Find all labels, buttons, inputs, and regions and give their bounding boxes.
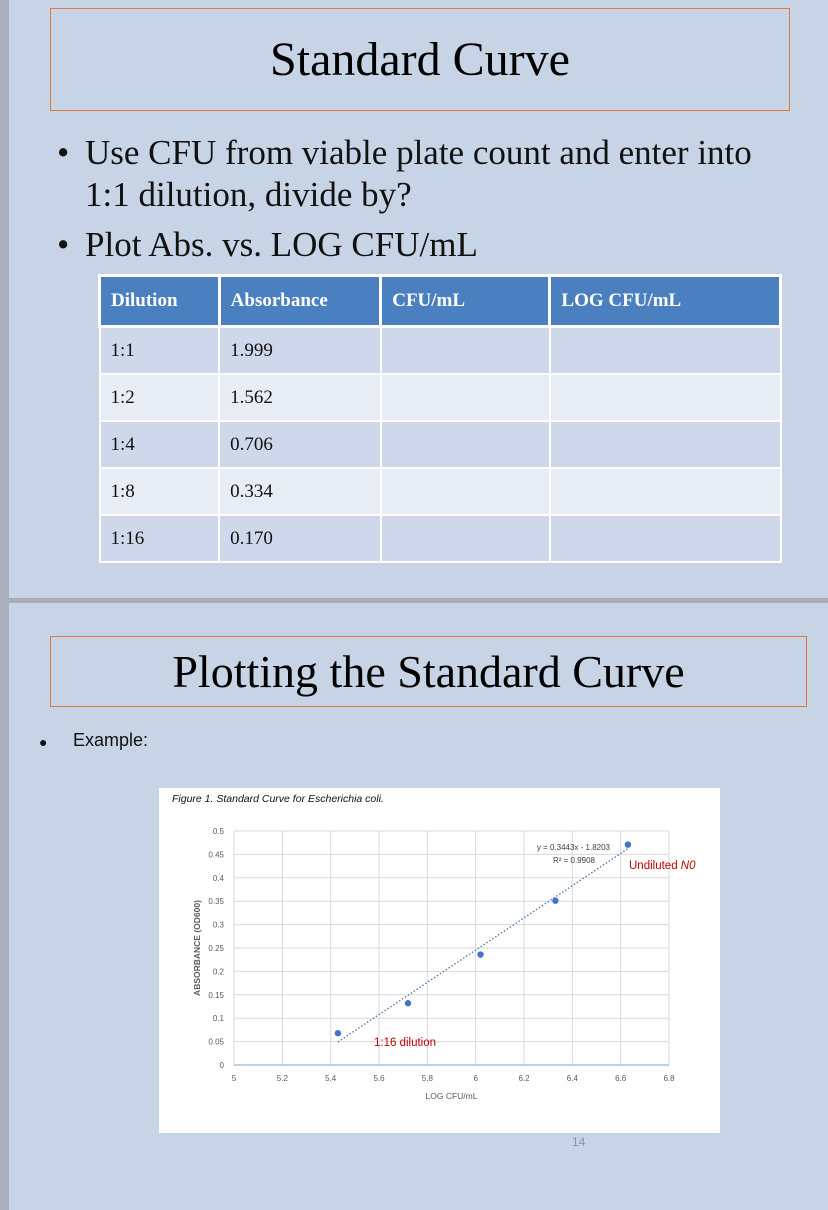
cell-absorbance: 0.706 [218, 420, 382, 469]
bullet-item: • Use CFU from viable plate count and en… [57, 132, 797, 216]
data-point [404, 1000, 412, 1007]
cell-cfu [379, 373, 551, 422]
bullet-icon: • [57, 225, 70, 264]
y-tick-label: 0.3 [213, 921, 225, 930]
bullet-text: Use CFU from viable plate count and ente… [85, 133, 752, 214]
table-row: 1:4 0.706 [98, 420, 782, 469]
undiluted-label-n0: N0 [681, 860, 696, 872]
cell-log-cfu [548, 325, 782, 375]
y-tick-label: 0.1 [213, 1014, 225, 1023]
table-row: 1:8 0.334 [98, 467, 782, 516]
x-tick-label: 5 [232, 1074, 237, 1083]
dilution-label: 1:16 dilution [374, 1037, 436, 1049]
bullet-item: • Plot Abs. vs. LOG CFU/mL [57, 224, 797, 266]
y-tick-label: 0.4 [213, 874, 225, 883]
y-tick-label: 0.45 [208, 850, 224, 859]
x-tick-label: 6.2 [518, 1074, 530, 1083]
x-tick-label: 6 [473, 1074, 478, 1083]
bullet-list: • Use CFU from viable plate count and en… [57, 132, 797, 274]
cell-dilution: 1:8 [98, 467, 221, 516]
cell-dilution: 1:4 [98, 420, 221, 469]
y-tick-label: 0.35 [208, 897, 224, 906]
cell-log-cfu [548, 467, 782, 516]
table-row: 1:2 1.562 [98, 373, 782, 422]
cell-cfu [379, 420, 551, 469]
standard-curve-figure: Figure 1. Standard Curve for Escherichia… [159, 788, 720, 1133]
cell-log-cfu [548, 373, 782, 422]
data-point [334, 1029, 342, 1037]
trendline-equation: y = 0.3443x - 1.8203 [537, 843, 611, 852]
x-tick-label: 6.6 [615, 1074, 627, 1083]
x-tick-label: 5.8 [422, 1074, 434, 1083]
header-cfu: CFU/mL [379, 274, 552, 328]
trendline-r-squared: R² = 0.9908 [553, 856, 596, 865]
cell-cfu [379, 514, 551, 563]
bullet-text: Example: [73, 730, 149, 750]
header-log-cfu: LOG CFU/mL [548, 274, 782, 328]
cell-log-cfu [548, 514, 782, 563]
slide-title: Plotting the Standard Curve [50, 636, 807, 707]
slide-title: Standard Curve [50, 8, 790, 111]
bullet-icon: ● [39, 734, 48, 750]
cell-absorbance: 0.334 [218, 467, 382, 516]
header-dilution: Dilution [98, 274, 221, 328]
x-tick-label: 5.4 [325, 1074, 337, 1083]
y-tick-label: 0.2 [213, 967, 225, 976]
table-header-row: Dilution Absorbance CFU/mL LOG CFU/mL [98, 274, 782, 328]
cell-cfu [379, 325, 551, 375]
data-point [624, 841, 632, 848]
page-number: 14 [572, 1135, 586, 1149]
window-left-edge [0, 0, 9, 1210]
y-tick-label: 0 [220, 1061, 225, 1070]
table-row: 1:1 1.999 [98, 325, 782, 375]
slide-standard-curve: Standard Curve • Use CFU from viable pla… [9, 0, 828, 598]
data-point [477, 951, 484, 958]
cell-log-cfu [548, 420, 782, 469]
y-tick-label: 0.5 [213, 827, 225, 836]
y-tick-label: 0.05 [208, 1038, 224, 1047]
cell-dilution: 1:2 [98, 373, 221, 422]
cell-dilution: 1:1 [98, 325, 221, 375]
y-tick-label: 0.25 [208, 944, 224, 953]
dilution-table: Dilution Absorbance CFU/mL LOG CFU/mL 1:… [98, 274, 782, 563]
x-tick-label: 6.4 [567, 1074, 579, 1083]
cell-cfu [379, 467, 551, 516]
x-axis-title: LOG CFU/mL [426, 1091, 478, 1101]
data-point [552, 897, 559, 904]
undiluted-label: Undiluted N0 [629, 860, 696, 872]
x-tick-label: 5.6 [373, 1074, 385, 1083]
bullet-item: ● Example: [39, 730, 148, 754]
slide-divider [9, 598, 828, 603]
header-absorbance: Absorbance [217, 274, 383, 328]
cell-absorbance: 1.562 [218, 373, 382, 422]
cell-absorbance: 0.170 [218, 514, 382, 563]
x-tick-label: 5.2 [277, 1074, 289, 1083]
standard-curve-chart: 5 5.2 5.4 5.6 5.8 6 6.2 6.4 6.6 6.8 0 0.05 0.1 0.15 0.… [192, 827, 696, 1101]
table-row: 1:16 0.170 [98, 514, 782, 563]
cell-dilution: 1:16 [98, 514, 221, 563]
y-axis-title: ABSORBANCE (OD600) [192, 900, 202, 996]
cell-absorbance: 1.999 [218, 325, 382, 375]
slide-plotting-standard-curve: Plotting the Standard Curve ● Example: F… [9, 603, 828, 1210]
bullet-icon: • [57, 133, 70, 172]
bullet-text: Plot Abs. vs. LOG CFU/mL [85, 225, 478, 264]
x-tick-label: 6.8 [663, 1074, 675, 1083]
y-tick-label: 0.15 [208, 991, 224, 1000]
figure-caption: Figure 1. Standard Curve for Escherichia… [172, 793, 384, 805]
undiluted-label-text: Undiluted [629, 860, 681, 872]
